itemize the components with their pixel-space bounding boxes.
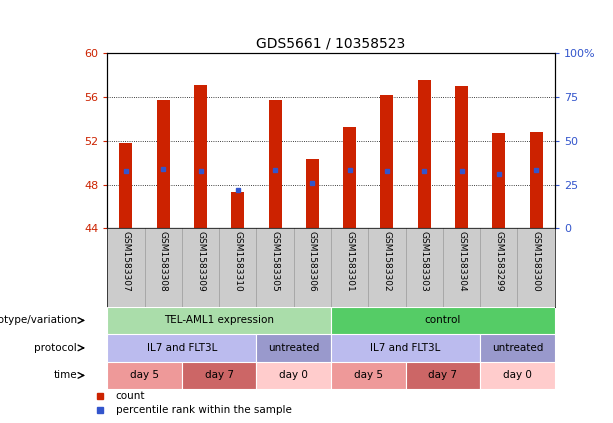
Bar [480,362,555,389]
Bar [194,85,207,228]
Text: GSM1583307: GSM1583307 [121,231,131,291]
Bar [231,192,245,228]
Bar [480,334,555,362]
Bar [492,133,505,228]
Text: GSM1583299: GSM1583299 [494,231,503,291]
Title: GDS5661 / 10358523: GDS5661 / 10358523 [256,36,406,50]
Text: GSM1583310: GSM1583310 [234,231,242,291]
Text: GSM1583306: GSM1583306 [308,231,317,291]
Bar [256,362,331,389]
Bar [268,100,281,228]
Text: genotype/variation: genotype/variation [0,316,77,325]
Text: percentile rank within the sample: percentile rank within the sample [116,406,292,415]
Bar [107,334,256,362]
Text: TEL-AML1 expression: TEL-AML1 expression [164,316,274,325]
Bar [107,362,182,389]
Text: IL7 and FLT3L: IL7 and FLT3L [370,343,441,353]
Bar [343,127,356,228]
Bar [107,307,331,334]
Bar [381,95,394,228]
Text: count: count [116,391,145,401]
Bar [306,159,319,228]
Bar [331,307,555,334]
Text: GSM1583302: GSM1583302 [383,231,392,291]
Text: day 5: day 5 [130,371,159,380]
Text: GSM1583303: GSM1583303 [420,231,428,291]
Bar [120,143,132,228]
Text: day 5: day 5 [354,371,383,380]
Text: untreated: untreated [492,343,543,353]
Text: time: time [53,371,77,380]
Text: untreated: untreated [268,343,319,353]
Bar [331,362,406,389]
Bar [157,100,170,228]
Text: day 7: day 7 [428,371,457,380]
Bar [406,362,480,389]
Text: IL7 and FLT3L: IL7 and FLT3L [147,343,217,353]
Text: day 7: day 7 [205,371,234,380]
Bar [331,334,480,362]
Text: GSM1583308: GSM1583308 [159,231,168,291]
Bar [417,80,431,228]
Bar [455,86,468,228]
Text: GSM1583309: GSM1583309 [196,231,205,291]
Bar [530,132,543,228]
Bar [182,362,256,389]
Text: day 0: day 0 [280,371,308,380]
Text: GSM1583300: GSM1583300 [531,231,541,291]
Bar [256,334,331,362]
Text: protocol: protocol [34,343,77,353]
Text: GSM1583301: GSM1583301 [345,231,354,291]
Text: GSM1583305: GSM1583305 [270,231,280,291]
Text: control: control [425,316,461,325]
Text: GSM1583304: GSM1583304 [457,231,466,291]
Text: day 0: day 0 [503,371,532,380]
